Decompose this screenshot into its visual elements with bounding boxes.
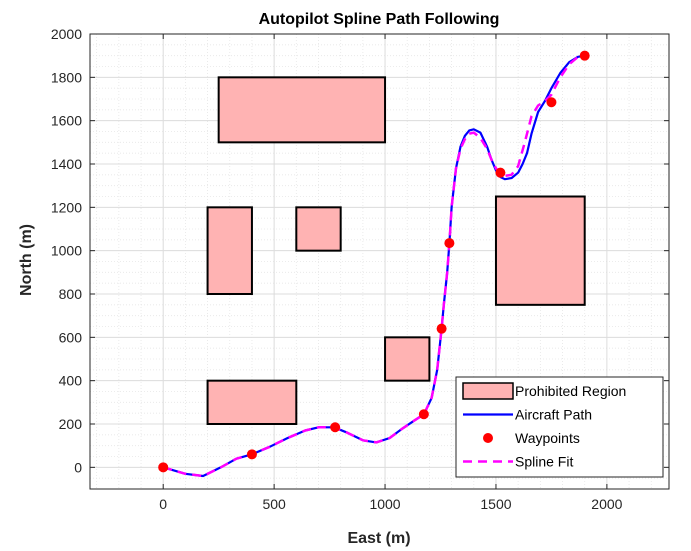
- y-tick-label: 1600: [51, 113, 82, 129]
- y-tick-label: 800: [59, 286, 83, 302]
- y-tick-label: 1200: [51, 199, 82, 215]
- waypoint-marker: [158, 462, 169, 473]
- x-tick-label: 2000: [591, 496, 622, 512]
- y-axis-label: North (m): [18, 224, 35, 296]
- legend-swatch-region: [462, 382, 514, 400]
- y-tick-label: 0: [74, 459, 82, 475]
- axes-frame: [89, 33, 670, 490]
- x-tick-label: 0: [159, 496, 167, 512]
- waypoint-marker: [330, 422, 341, 433]
- prohibited-region: [295, 206, 342, 252]
- waypoint-marker: [418, 409, 429, 420]
- x-tick-label: 1000: [369, 496, 400, 512]
- waypoint-marker: [436, 323, 447, 334]
- waypoint-marker: [546, 97, 557, 108]
- axis-ticks: 0 500 1000 1500 2000 0 200 400 600 800 1000 1200 140…: [51, 26, 669, 512]
- legend-label: Waypoints: [515, 430, 580, 446]
- prohibited-region: [384, 336, 431, 382]
- legend: Prohibited Region Aircraft Path Waypoints S…: [455, 376, 664, 478]
- legend-swatch-waypoint: [483, 433, 493, 443]
- minor-grid: [90, 34, 669, 490]
- waypoint-marker: [495, 167, 506, 178]
- waypoint-markers: [158, 50, 590, 473]
- legend-label: Aircraft Path: [515, 407, 592, 423]
- x-axis-label: East (m): [347, 530, 410, 547]
- y-tick-label: 2000: [51, 26, 82, 42]
- y-tick-label: 1800: [51, 69, 82, 85]
- x-tick-label: 1500: [480, 496, 511, 512]
- waypoint-marker: [246, 449, 257, 460]
- prohibited-region: [494, 195, 586, 306]
- aircraft-path-line: [162, 54, 585, 478]
- y-tick-label: 600: [59, 329, 83, 345]
- legend-label: Prohibited Region: [515, 383, 626, 399]
- y-tick-label: 400: [59, 373, 83, 389]
- prohibited-regions: [206, 76, 586, 425]
- y-tick-label: 1400: [51, 156, 82, 172]
- prohibited-region: [206, 379, 298, 425]
- prohibited-region: [206, 206, 253, 295]
- x-tick-label: 500: [262, 496, 286, 512]
- y-tick-label: 1000: [51, 243, 82, 259]
- prohibited-region: [217, 76, 387, 144]
- waypoint-marker: [444, 238, 455, 249]
- y-tick-label: 200: [59, 416, 83, 432]
- chart-title: Autopilot Spline Path Following: [259, 11, 500, 28]
- legend-label: Spline Fit: [515, 454, 573, 470]
- waypoint-marker: [579, 50, 590, 61]
